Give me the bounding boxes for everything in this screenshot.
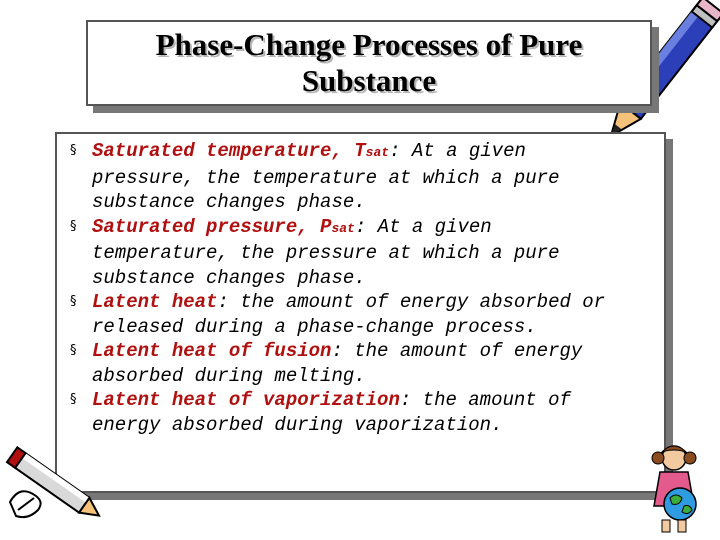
bullet-term: Latent heat of vaporization bbox=[92, 389, 400, 411]
bullet-list: § Saturated temperature, Tsat: At a give… bbox=[68, 139, 668, 437]
title-line-1: Phase-Change Processes of Pure bbox=[155, 27, 583, 62]
bullet-marker-icon: § bbox=[70, 392, 77, 407]
title-line-2: Substance bbox=[301, 63, 437, 98]
bullet-item: § Latent heat: the amount of energy abso… bbox=[68, 290, 668, 339]
bullet-term: Latent heat bbox=[92, 291, 218, 313]
bullet-text: : At a given bbox=[389, 140, 526, 162]
bullet-text: substance changes phase. bbox=[92, 191, 366, 213]
bullet-term: Saturated temperature, Tsat bbox=[92, 140, 390, 162]
bullet-text: : the amount of energy absorbed or bbox=[217, 291, 606, 313]
bullet-term: Latent heat of fusion bbox=[92, 340, 332, 362]
content-box bbox=[55, 132, 666, 493]
term-subscript: sat bbox=[331, 220, 355, 236]
bullet-marker-icon: § bbox=[70, 343, 77, 358]
child-with-globe-icon bbox=[651, 445, 697, 533]
bullet-marker-icon: § bbox=[70, 294, 77, 309]
bullet-text: released during a phase-change process. bbox=[92, 315, 537, 338]
bullet-item: § Saturated temperature, Tsat: At a give… bbox=[68, 139, 668, 215]
slide-title: Phase-Change Processes of Pure Substance bbox=[109, 27, 629, 99]
bullet-text: : the amount of energy bbox=[331, 340, 583, 362]
bullet-text: : the amount of bbox=[399, 389, 571, 411]
bullet-marker-icon: § bbox=[70, 218, 77, 234]
bullet-text: energy absorbed during vaporization. bbox=[92, 413, 503, 436]
bullet-text: : At a given bbox=[354, 215, 492, 238]
bullet-marker-icon: § bbox=[70, 143, 77, 158]
bullet-item: § Saturated pressure, Psat: At a given t… bbox=[68, 215, 668, 291]
bullet-term: Saturated pressure, Psat bbox=[92, 215, 355, 238]
bullet-item: § Latent heat of vaporization: the amoun… bbox=[68, 388, 668, 437]
bullet-text: absorbed during melting. bbox=[92, 364, 366, 387]
term-subscript: sat bbox=[365, 145, 390, 160]
pointing-pencil-icon bbox=[5, 446, 101, 519]
title-box: Phase-Change Processes of Pure Substance bbox=[86, 20, 652, 106]
bullet-text: temperature, the pressure at which a pur… bbox=[92, 242, 560, 264]
bullet-text: substance changes phase. bbox=[92, 266, 366, 289]
bullet-item: § Latent heat of fusion: the amount of e… bbox=[68, 339, 668, 388]
bullet-text: pressure, the temperature at which a pur… bbox=[92, 166, 560, 189]
